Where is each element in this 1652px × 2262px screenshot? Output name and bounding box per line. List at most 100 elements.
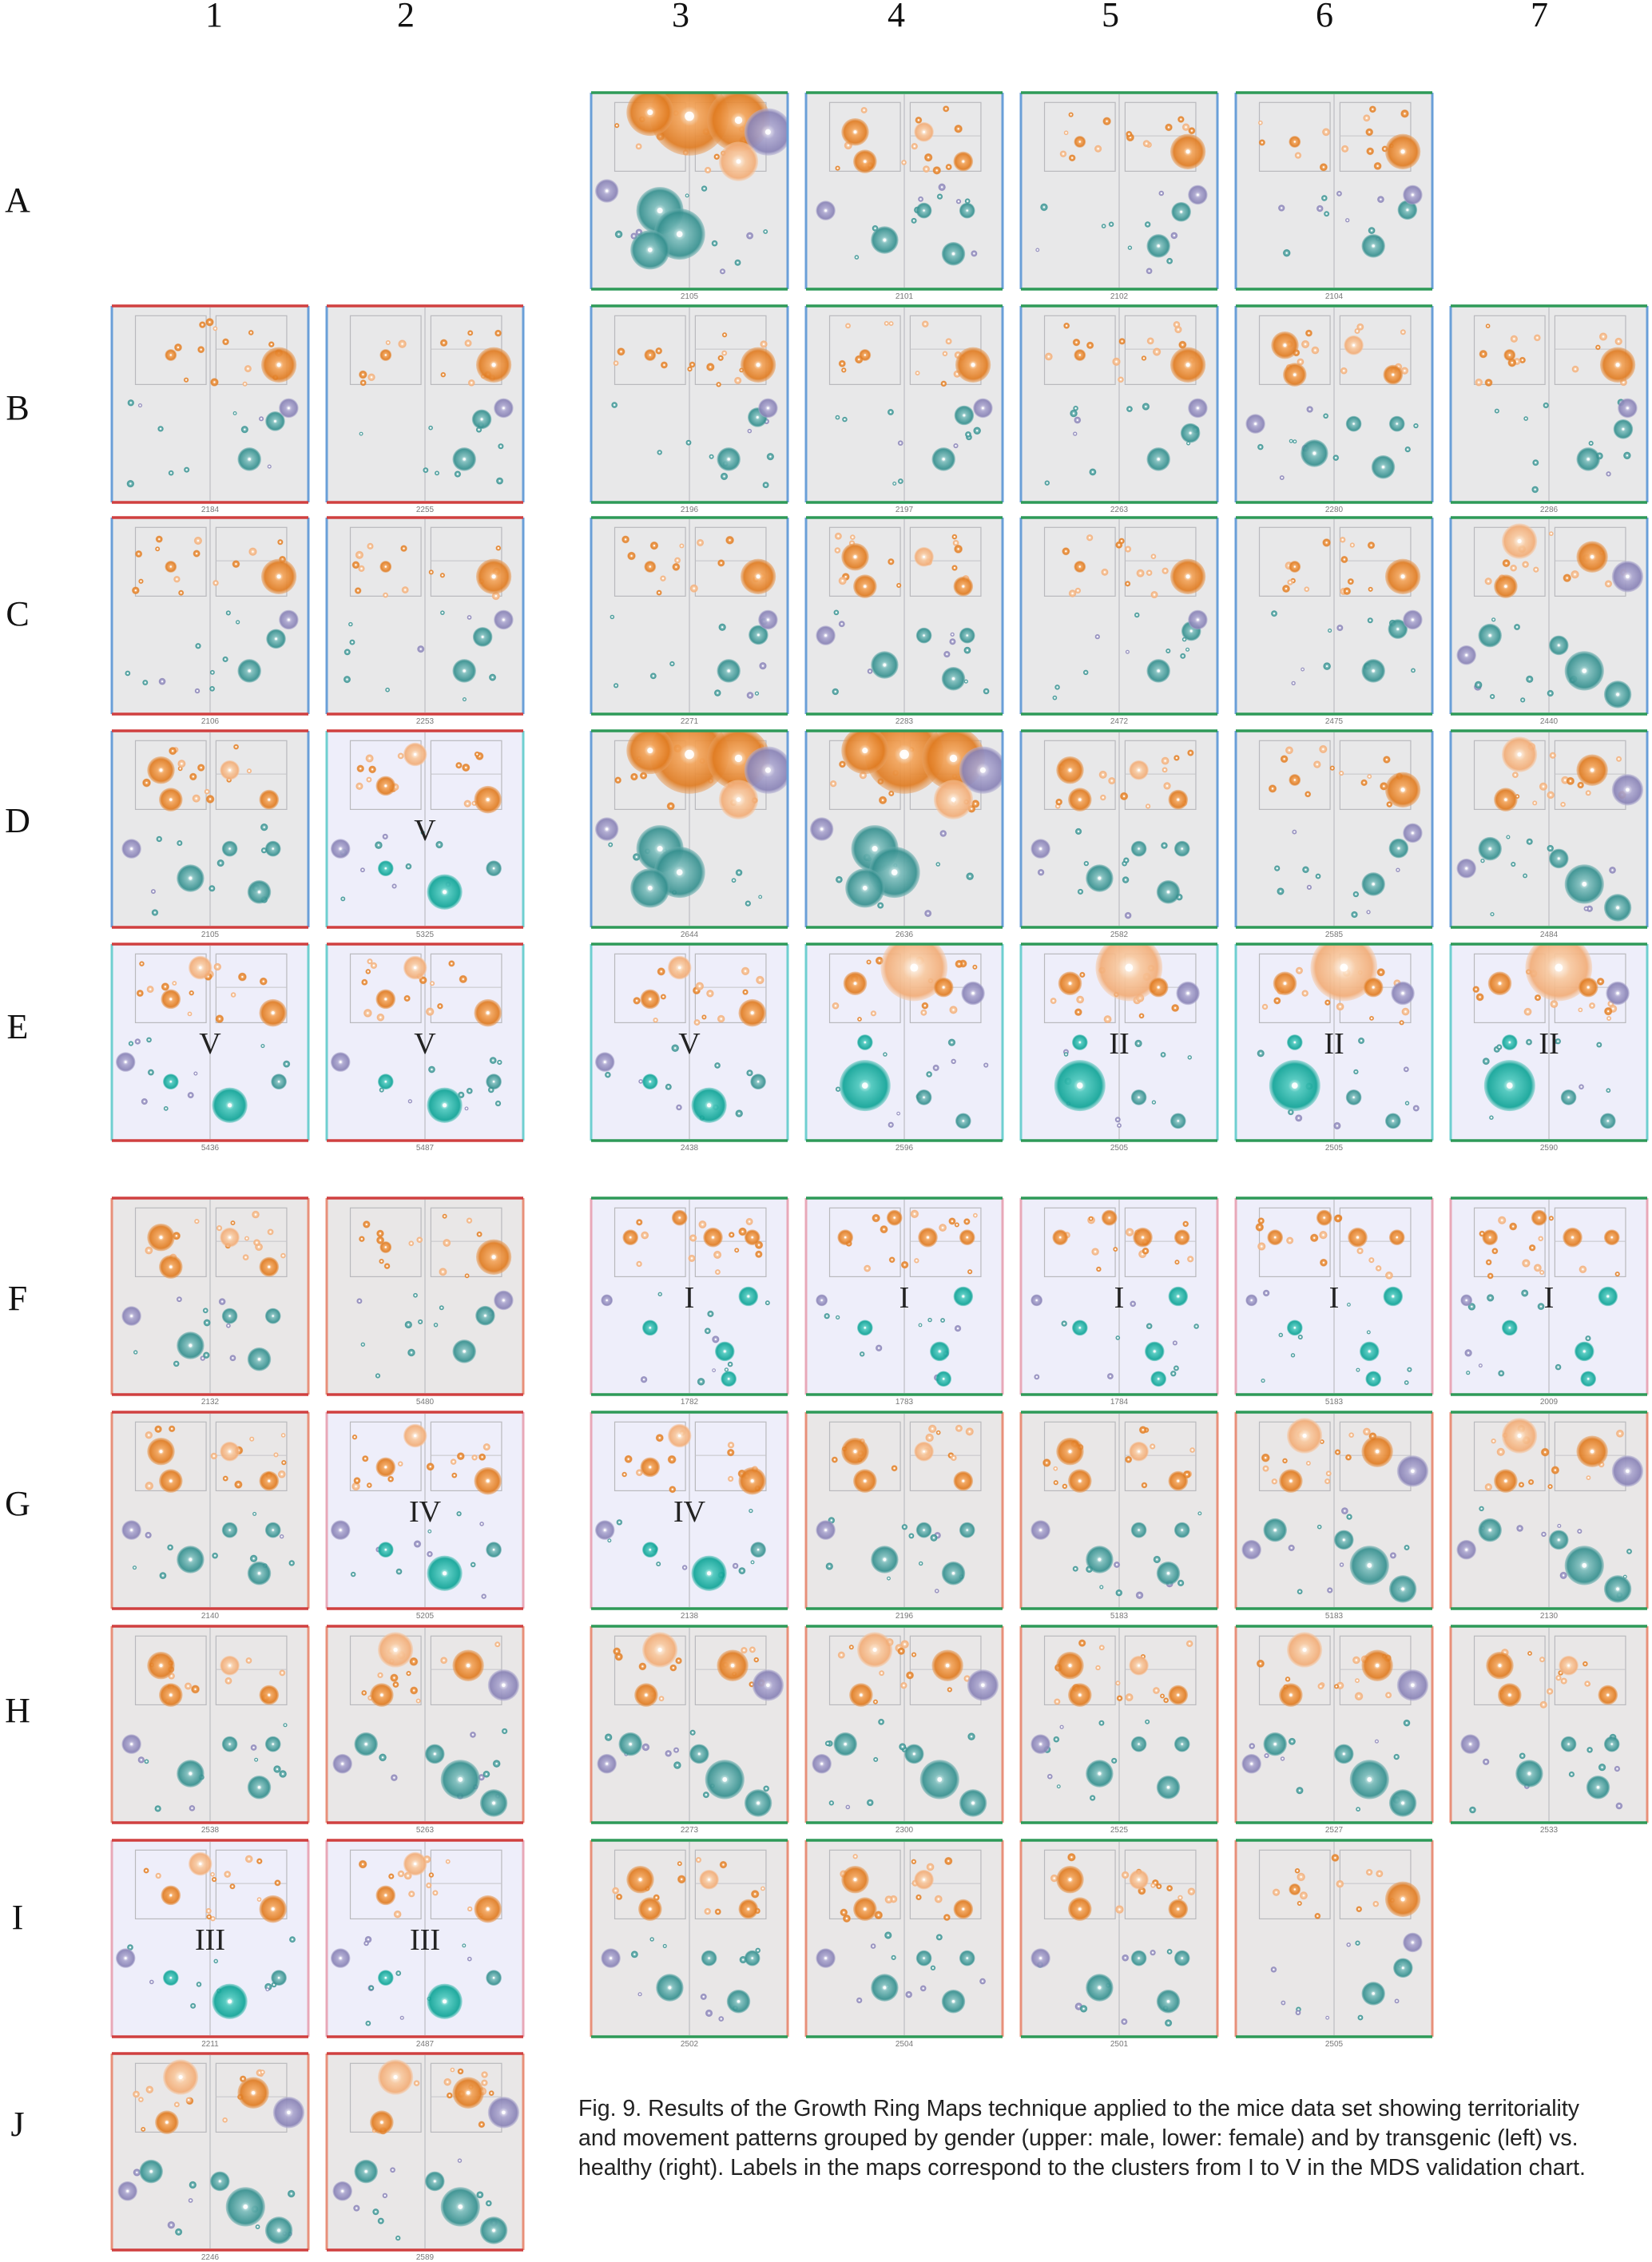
map-id-label: 2140 xyxy=(201,1612,220,1621)
map-layout xyxy=(1031,1842,1197,2035)
growth-ring-map: II 2590 xyxy=(1449,942,1649,1153)
growth-ring-map: III 2487 xyxy=(325,1839,525,2049)
growth-ring-map: 2280 xyxy=(1234,304,1434,514)
map-id-label: 2130 xyxy=(1540,1612,1559,1621)
map-layout xyxy=(809,731,1003,926)
map-layout xyxy=(330,1414,502,1607)
growth-ring-map: 2273 xyxy=(590,1625,789,1835)
map-id-label: 2271 xyxy=(681,717,699,726)
map-id-label: 2525 xyxy=(1110,1826,1129,1835)
map-layout xyxy=(1258,519,1423,712)
growth-ring-map: 2130 xyxy=(1449,1411,1649,1621)
map-layout xyxy=(1258,1842,1423,2035)
cluster-label: IV xyxy=(673,1495,706,1529)
growth-ring-map: 5183 xyxy=(1234,1411,1434,1621)
map-layout xyxy=(1043,519,1208,712)
map-layout xyxy=(332,1628,520,1821)
growth-ring-map: 2475 xyxy=(1234,516,1434,726)
map-layout xyxy=(816,1414,982,1607)
map-id-label: 5325 xyxy=(416,931,435,939)
growth-ring-map: 5480 xyxy=(325,1196,525,1407)
map-id-label: 2504 xyxy=(895,2040,914,2049)
map-layout xyxy=(1035,94,1208,288)
map-layout xyxy=(330,946,502,1139)
growth-ring xyxy=(1095,944,1163,1002)
map-layout xyxy=(1456,1414,1644,1607)
map-layout xyxy=(125,519,299,712)
map-id-label: 2105 xyxy=(201,931,220,939)
growth-ring-map: 2502 xyxy=(590,1839,789,2049)
growth-ring-map: V 2438 xyxy=(590,942,789,1153)
map-layout xyxy=(1043,944,1200,1139)
map-id-label: 2106 xyxy=(201,717,220,726)
map-id-label: 2538 xyxy=(201,1826,220,1835)
map-layout xyxy=(1456,519,1644,712)
map-layout xyxy=(126,308,299,501)
row-label: C xyxy=(6,594,29,633)
growth-ring-map: 2105 xyxy=(110,729,310,939)
growth-ring-map: V 5487 xyxy=(325,942,525,1153)
map-id-label: 5436 xyxy=(201,1144,220,1153)
cluster-label: I xyxy=(899,1281,910,1315)
map-id-label: 2502 xyxy=(681,2040,699,2049)
map-id-label: 2472 xyxy=(1110,717,1129,726)
growth-ring-map: 2105 xyxy=(590,91,789,301)
map-id-label: 2101 xyxy=(895,292,914,301)
map-layout xyxy=(1456,732,1644,926)
cluster-label: III xyxy=(195,1923,225,1957)
growth-ring-map: II 2505 xyxy=(1234,942,1434,1153)
map-id-label: 2501 xyxy=(1110,2040,1129,2049)
map-id-label: 2105 xyxy=(681,292,699,301)
growth-ring-map: 2132 xyxy=(110,1196,310,1407)
map-layout xyxy=(1031,1200,1200,1393)
growth-ring xyxy=(880,944,948,1002)
column-label: 1 xyxy=(205,0,223,34)
growth-ring-map: IV 2138 xyxy=(590,1411,789,1621)
map-layout xyxy=(1031,1628,1197,1821)
map-layout xyxy=(812,1628,999,1821)
map-id-label: 2286 xyxy=(1540,506,1559,514)
row-label: A xyxy=(5,181,30,220)
cluster-label: III xyxy=(410,1923,440,1957)
growth-ring-map: 2253 xyxy=(325,516,525,726)
row-label: E xyxy=(7,1007,29,1046)
growth-ring-map: I 1783 xyxy=(804,1196,1004,1407)
map-layout xyxy=(330,1842,502,2035)
map-id-label: 2487 xyxy=(416,2040,435,2049)
map-id-label: 2196 xyxy=(895,1612,914,1621)
map-layout xyxy=(594,946,767,1139)
map-layout xyxy=(816,1842,987,2035)
row-label: J xyxy=(10,2105,24,2144)
map-layout xyxy=(1472,944,1630,1139)
map-id-label: 2246 xyxy=(201,2253,220,2262)
cluster-label: V xyxy=(199,1027,221,1061)
map-id-label: 2211 xyxy=(201,2040,219,2049)
cluster-label: V xyxy=(414,814,436,847)
map-layout xyxy=(349,1200,514,1393)
map-id-label: 2527 xyxy=(1325,1826,1344,1835)
map-layout xyxy=(1257,94,1423,288)
growth-ring-map: 2283 xyxy=(804,516,1004,726)
cluster-label: II xyxy=(1324,1027,1344,1061)
map-layout xyxy=(594,731,788,926)
growth-ring-map: IV 5205 xyxy=(325,1411,525,1621)
row-label: D xyxy=(5,801,30,840)
growth-ring-map: 2184 xyxy=(110,304,310,514)
map-id-label: 2197 xyxy=(895,506,914,514)
map-layout xyxy=(349,308,514,501)
map-layout xyxy=(816,1200,982,1393)
growth-ring-map: 2197 xyxy=(804,304,1004,514)
cluster-label: I xyxy=(1329,1281,1340,1315)
growth-ring-map: III 2211 xyxy=(110,1839,310,2049)
growth-ring-map: 2255 xyxy=(325,304,525,514)
map-layout xyxy=(1245,308,1419,501)
growth-ring-map: 2101 xyxy=(804,91,1004,301)
map-id-label: 2138 xyxy=(681,1612,699,1621)
growth-ring-map: 2484 xyxy=(1449,729,1649,939)
map-layout xyxy=(828,944,989,1139)
map-id-label: 2009 xyxy=(1540,1398,1559,1407)
map-id-label: 2132 xyxy=(201,1398,220,1407)
map-layout xyxy=(597,1628,784,1821)
map-layout xyxy=(115,946,291,1139)
map-layout xyxy=(1258,732,1423,926)
